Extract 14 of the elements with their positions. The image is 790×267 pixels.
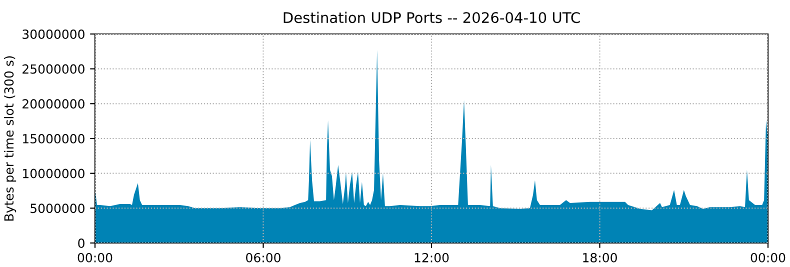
x-tick-label: 12:00 [414,252,449,262]
y-tick-label: 15000000 [23,134,84,144]
y-tick-label: 30000000 [22,29,84,39]
y-tick-label: 5000000 [30,204,84,214]
x-tick-label: 00:00 [78,252,112,262]
y-tick-label: 10000000 [23,168,84,178]
x-tick-label: 18:00 [583,252,617,262]
y-tick-label: 0 [78,238,84,248]
x-tick-label: 06:00 [246,252,280,262]
chart-title: Destination UDP Ports -- 2026-04-10 UTC [284,12,580,24]
y-tick-label: 20000000 [22,99,84,109]
x-tick-label: 00:00 [750,252,786,262]
y-tick-label: 25000000 [22,64,84,74]
y-axis-title: Bytes per time slot (300 s) [4,56,16,221]
